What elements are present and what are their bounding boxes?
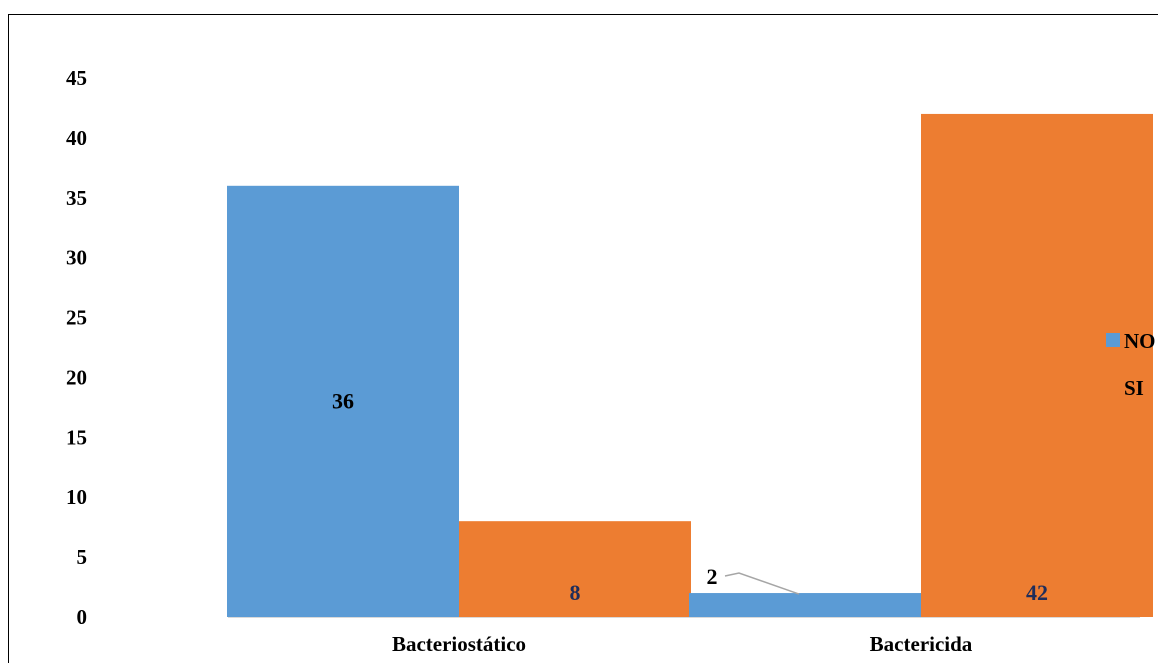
y-tick-label: 45 (66, 66, 87, 90)
y-tick-label: 40 (66, 126, 87, 150)
y-tick-label: 15 (66, 425, 87, 449)
y-tick-label: 0 (77, 605, 88, 629)
data-label: 36 (332, 388, 354, 413)
legend-label-si: SI (1124, 376, 1144, 400)
bar-no-1 (689, 593, 921, 617)
x-tick-label: Bactericida (870, 632, 973, 656)
y-tick-label: 5 (77, 545, 88, 569)
bar-si-1 (921, 114, 1153, 617)
y-tick-label: 20 (66, 365, 87, 389)
y-tick-label: 30 (66, 246, 87, 270)
data-label: 42 (1026, 580, 1048, 605)
legend-label-no: NO (1124, 329, 1156, 353)
data-label: 8 (570, 580, 581, 605)
x-tick-label: Bacteriostático (392, 632, 526, 656)
legend-swatch-no (1106, 333, 1120, 347)
y-tick-label: 10 (66, 485, 87, 509)
y-tick-label: 25 (66, 306, 87, 330)
data-label: 2 (707, 564, 718, 589)
y-tick-label: 35 (66, 186, 87, 210)
legend-swatch-si (1106, 380, 1120, 394)
